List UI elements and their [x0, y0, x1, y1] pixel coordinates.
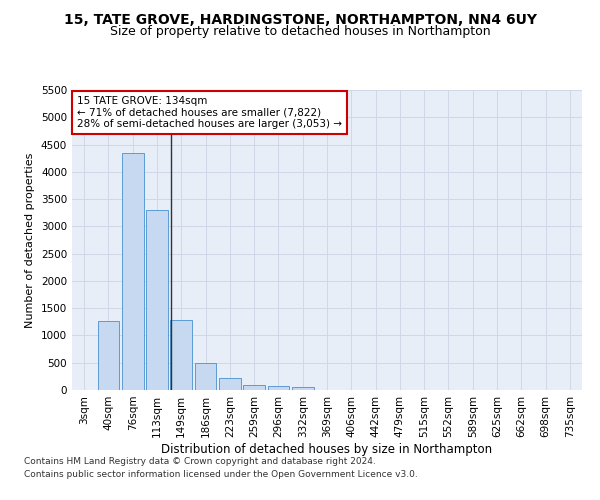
Bar: [292, 387, 314, 390]
Text: Size of property relative to detached houses in Northampton: Size of property relative to detached ho…: [110, 25, 490, 38]
Text: 15, TATE GROVE, HARDINGSTONE, NORTHAMPTON, NN4 6UY: 15, TATE GROVE, HARDINGSTONE, NORTHAMPTO…: [64, 12, 536, 26]
X-axis label: Distribution of detached houses by size in Northampton: Distribution of detached houses by size …: [161, 442, 493, 456]
Bar: [122, 152, 143, 390]
Bar: [146, 210, 168, 390]
Text: 15 TATE GROVE: 134sqm
← 71% of detached houses are smaller (7,822)
28% of semi-d: 15 TATE GROVE: 134sqm ← 71% of detached …: [77, 96, 342, 129]
Text: Contains HM Land Registry data © Crown copyright and database right 2024.: Contains HM Land Registry data © Crown c…: [24, 458, 376, 466]
Bar: [268, 386, 289, 390]
Y-axis label: Number of detached properties: Number of detached properties: [25, 152, 35, 328]
Bar: [97, 320, 119, 390]
Bar: [194, 364, 217, 390]
Text: Contains public sector information licensed under the Open Government Licence v3: Contains public sector information licen…: [24, 470, 418, 479]
Bar: [219, 378, 241, 390]
Bar: [170, 320, 192, 390]
Bar: [243, 385, 265, 390]
